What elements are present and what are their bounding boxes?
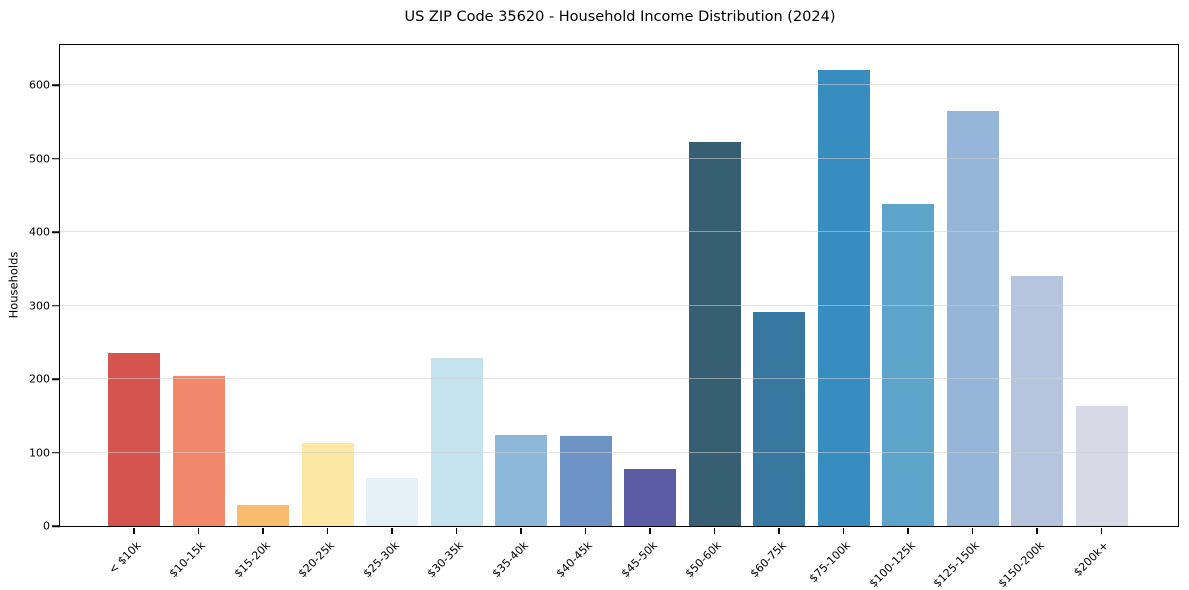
bar-slot-150-200k: $150-200k bbox=[996, 45, 1070, 590]
x-tick-mark bbox=[713, 527, 716, 534]
chart-title: US ZIP Code 35620 - Household Income Dis… bbox=[404, 9, 836, 25]
bar-slot-45-50k: $45-50k bbox=[618, 45, 683, 580]
x-tick-mark bbox=[778, 527, 780, 534]
bar-slot-75-100k: $75-100k bbox=[807, 45, 877, 585]
bar-150-200k bbox=[1011, 275, 1064, 526]
x-tick-mark bbox=[455, 527, 458, 534]
y-tick-label-200: 200 bbox=[29, 372, 50, 386]
x-tick-label-35-40k: $35-40k bbox=[489, 538, 531, 581]
bar-slot-125-150k: $125-150k bbox=[931, 45, 1006, 590]
y-tick-label-300: 300 bbox=[29, 299, 50, 313]
x-tick-label-75-100k: $75-100k bbox=[807, 538, 854, 586]
plot-area: < $10k $10-15k $15-20k $20-25k $25-30k $30-35… bbox=[29, 44, 1179, 590]
x-tick-mark bbox=[907, 527, 909, 534]
x-tick-mark bbox=[326, 527, 329, 534]
y-tick-mark bbox=[52, 451, 60, 454]
y-tick-label-500: 500 bbox=[29, 152, 50, 166]
x-tick-mark bbox=[133, 527, 135, 534]
bar-40-45k bbox=[559, 435, 612, 526]
x-tick-label-100-125k: $100-125k bbox=[866, 538, 918, 590]
y-tick-mark bbox=[52, 378, 60, 380]
x-tick-label-25-30k: $25-30k bbox=[360, 538, 402, 581]
x-tick-label-125-150k: $125-150k bbox=[931, 538, 983, 590]
x-tick-mark bbox=[262, 527, 264, 534]
bar-25-30k bbox=[366, 478, 419, 526]
x-tick-label-50-60k: $50-60k bbox=[683, 538, 725, 581]
bar-slot-100-125k: $100-125k bbox=[867, 45, 941, 590]
x-tick-label-10k: < $10k bbox=[106, 538, 144, 577]
x-tick-label-40-45k: $40-45k bbox=[554, 538, 596, 581]
bar-100-125k bbox=[882, 204, 935, 526]
bar-10k bbox=[108, 352, 161, 526]
x-tick-label-20-25k: $20-25k bbox=[296, 538, 338, 581]
bar-35-40k bbox=[495, 434, 548, 526]
x-tick-mark bbox=[1100, 527, 1103, 534]
x-tick-mark bbox=[1036, 527, 1038, 534]
y-tick-label-600: 600 bbox=[29, 78, 50, 92]
bar-slot-25-30k: $25-30k bbox=[360, 45, 425, 580]
x-tick-mark bbox=[584, 527, 587, 534]
y-tick-mark bbox=[52, 525, 60, 527]
bar-20-25k bbox=[301, 443, 354, 526]
y-tick-label-400: 400 bbox=[29, 225, 50, 239]
y-tick-mark bbox=[52, 231, 60, 233]
bar-slot-40-45k: $40-45k bbox=[554, 45, 619, 580]
y-tick-mark bbox=[52, 84, 60, 87]
bar-slot-35-40k: $35-40k bbox=[489, 45, 554, 580]
x-tick-mark bbox=[842, 527, 845, 534]
bar-slot-15-20k: $15-20k bbox=[231, 45, 296, 580]
x-tick-label-150-200k: $150-200k bbox=[995, 538, 1047, 590]
bar-slot-50-60k: $50-60k bbox=[683, 45, 748, 580]
bar-slot-10k: < $10k bbox=[102, 45, 167, 576]
x-tick-mark bbox=[971, 527, 974, 534]
x-tick-mark bbox=[197, 527, 200, 534]
y-tick-label-0: 0 bbox=[43, 519, 50, 533]
x-tick-label-200k: $200k+ bbox=[1071, 538, 1112, 579]
bar-slot-20-25k: $20-25k bbox=[296, 45, 361, 580]
bar-slot-200k: $200k+ bbox=[1070, 45, 1135, 579]
x-tick-label-10-15k: $10-15k bbox=[167, 538, 209, 581]
bar-200k bbox=[1075, 406, 1128, 526]
bar-30-35k bbox=[430, 357, 483, 526]
bar-45-50k bbox=[624, 468, 677, 526]
bar-75-100k bbox=[817, 69, 870, 526]
bar-60-75k bbox=[753, 312, 806, 526]
x-tick-label-15-20k: $15-20k bbox=[231, 538, 273, 581]
bar-50-60k bbox=[688, 141, 741, 526]
bar-slot-60-75k: $60-75k bbox=[747, 45, 812, 580]
y-axis-label-text: Households bbox=[6, 251, 21, 319]
x-tick-label-45-50k: $45-50k bbox=[618, 538, 660, 581]
bar-15-20k bbox=[237, 504, 290, 526]
y-axis-label: Households bbox=[2, 44, 24, 526]
bar-125-150k bbox=[946, 111, 999, 526]
bar-slot-30-35k: $30-35k bbox=[425, 45, 490, 580]
x-tick-label-30-35k: $30-35k bbox=[425, 538, 467, 581]
x-tick-label-60-75k: $60-75k bbox=[747, 538, 789, 581]
bars-layer: < $10k $10-15k $15-20k $20-25k $25-30k $30-35… bbox=[60, 45, 1178, 590]
y-tick-mark bbox=[52, 304, 60, 307]
y-tick-mark bbox=[52, 158, 60, 160]
x-tick-mark bbox=[391, 527, 393, 534]
x-tick-mark bbox=[649, 527, 651, 534]
x-tick-mark bbox=[520, 527, 522, 534]
bar-slot-10-15k: $10-15k bbox=[167, 45, 232, 580]
bar-10-15k bbox=[172, 376, 225, 526]
y-tick-label-100: 100 bbox=[29, 446, 50, 460]
